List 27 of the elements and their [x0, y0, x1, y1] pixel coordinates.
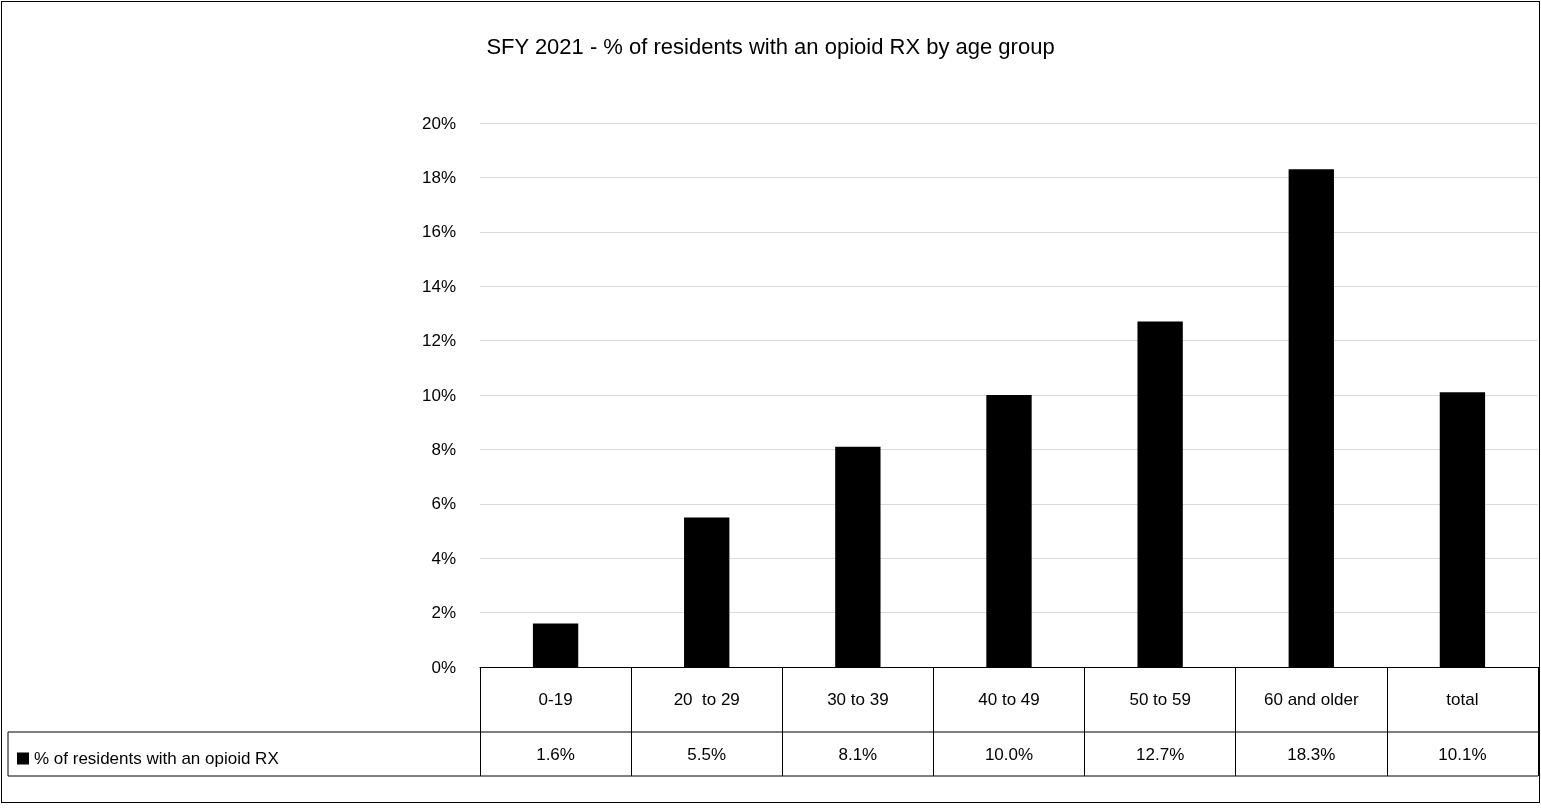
data-label: 5.5% — [687, 744, 727, 764]
x-tick-label: 20 to 29 — [673, 689, 740, 709]
legend-label: % of residents with an opioid RX — [34, 749, 279, 768]
data-label: 12.7% — [1136, 744, 1185, 764]
x-tick-label: 50 to 59 — [1129, 689, 1191, 709]
x-tick-label: 60 and older — [1264, 689, 1359, 709]
x-tick-label: total — [1446, 689, 1479, 709]
y-tick-label: 16% — [421, 222, 456, 242]
y-tick-label: 14% — [421, 276, 456, 296]
y-tick-label: 6% — [431, 494, 456, 514]
y-tick-label: 0% — [431, 657, 456, 677]
y-tick-label: 10% — [421, 385, 456, 405]
y-tick-label: 18% — [421, 167, 456, 187]
data-label: 8.1% — [838, 744, 878, 764]
x-tick-label: 40 to 49 — [978, 689, 1040, 709]
y-tick-label: 20% — [421, 113, 456, 133]
y-tick-label: 8% — [431, 439, 456, 459]
chart-title: SFY 2021 - % of residents with an opioid RX by age group — [486, 33, 1055, 59]
y-tick-label: 2% — [431, 603, 456, 623]
data-label: 1.6% — [536, 744, 575, 764]
data-label: 18.3% — [1287, 744, 1336, 764]
data-label: 10.1% — [1438, 744, 1487, 764]
x-tick-label: 30 to 39 — [827, 689, 889, 709]
y-tick-label: 4% — [431, 548, 456, 568]
x-tick-label: 0-19 — [538, 689, 573, 709]
data-label: 10.0% — [984, 744, 1034, 764]
y-tick-label: 12% — [421, 331, 456, 351]
